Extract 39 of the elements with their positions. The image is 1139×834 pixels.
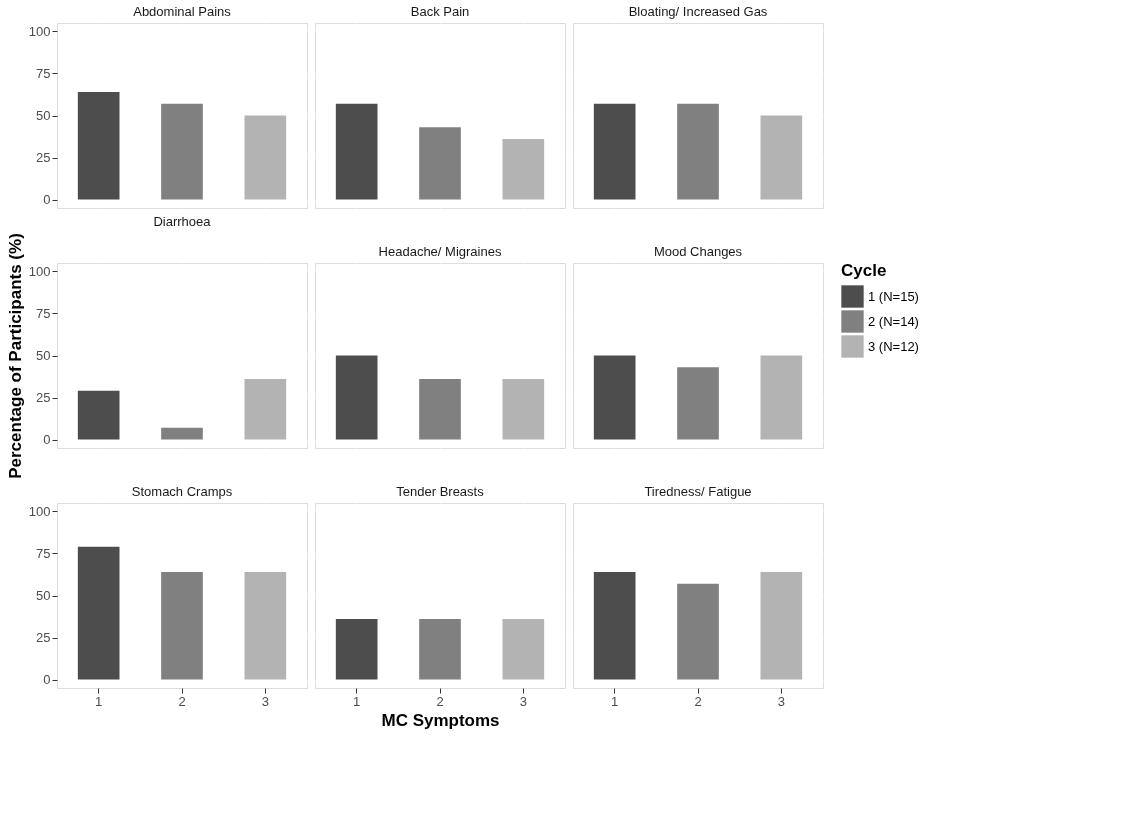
legend-title: Cycle (841, 261, 887, 280)
legend-label: 2 (N=14) (868, 313, 919, 329)
chart-title: Bloating/ Increased Gas (628, 4, 768, 19)
y-tick-label: 25 (36, 390, 51, 406)
y-tick-label: 0 (43, 672, 51, 688)
x-tick-label: 1 (611, 693, 619, 709)
x-tick-label: 3 (519, 693, 527, 709)
legend-label: 1 (N=15) (868, 288, 919, 304)
y-tick-label: 0 (43, 432, 51, 448)
x-tick-label: 2 (436, 693, 444, 709)
chart-title: Stomach Cramps (131, 484, 233, 499)
x-tick-label: 3 (261, 693, 269, 709)
y-tick-label: 25 (36, 150, 51, 166)
chart-title: Tiredness/ Fatigue (644, 484, 752, 499)
chart-title: Back Pain (410, 4, 470, 19)
y-axis-title: Percentage of Participants (%) (5, 233, 25, 479)
chart-title: Tender Breasts (396, 484, 485, 499)
y-tick-label: 100 (28, 263, 51, 279)
y-tick-label: 50 (36, 348, 51, 363)
y-tick-label: 75 (36, 545, 51, 561)
chart-title: Mood Changes (653, 244, 743, 259)
y-tick-label: 75 (36, 305, 51, 321)
x-tick-label: 1 (353, 693, 361, 709)
y-tick-label: 50 (36, 588, 51, 603)
y-tick-label: 25 (36, 630, 51, 646)
y-tick-label: 0 (43, 192, 51, 208)
chart-title: Abdominal Pains (133, 4, 232, 19)
chart-title: Diarrhoea (153, 213, 212, 229)
y-tick-label: 75 (36, 65, 51, 81)
x-axis-title: MC Symptoms (381, 710, 500, 730)
x-tick-label: 1 (95, 693, 103, 709)
y-tick-label: 50 (36, 108, 51, 123)
y-tick-label: 100 (28, 23, 51, 39)
x-tick-label: 2 (178, 693, 186, 709)
legend-label: 3 (N=12) (868, 338, 919, 354)
x-tick-label: 2 (694, 693, 702, 709)
y-tick-label: 100 (28, 503, 51, 519)
chart-title: Headache/ Migraines (378, 244, 502, 259)
x-tick-label: 3 (777, 693, 785, 709)
